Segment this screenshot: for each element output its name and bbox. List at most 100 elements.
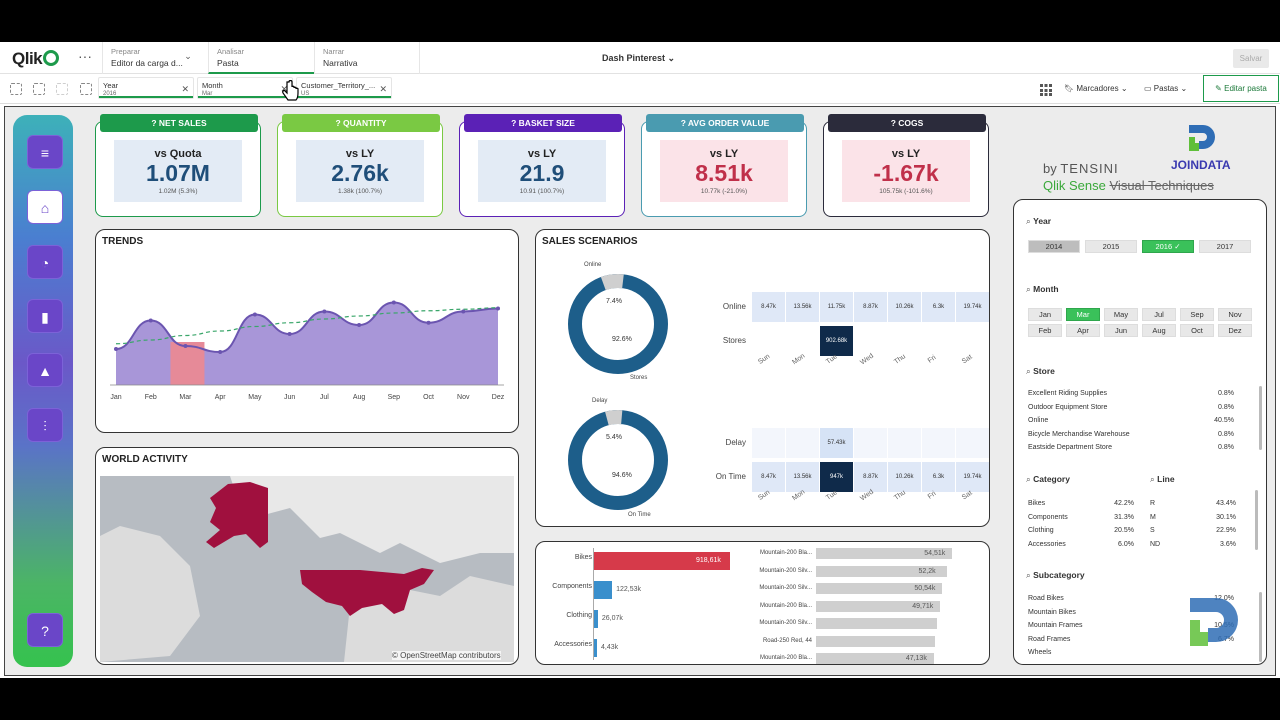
trend-point[interactable] — [114, 347, 118, 351]
heat-cell[interactable] — [922, 428, 955, 458]
edit-sheet-button[interactable]: ✎ Editar pasta — [1203, 75, 1279, 102]
kpi-card[interactable]: ? AVG ORDER VALUE vs LY 8.51k 10.77k (-21.0… — [641, 114, 807, 217]
product-bar[interactable] — [816, 618, 937, 629]
trend-point[interactable] — [252, 312, 257, 317]
selection-chip-year[interactable]: Year 2016 ✕ — [98, 77, 194, 99]
heat-cell[interactable] — [956, 326, 989, 356]
trend-point[interactable] — [496, 306, 500, 311]
store-option[interactable]: Eastside Department Store 0.8% — [1028, 442, 1234, 453]
month-option[interactable]: Apr — [1066, 324, 1100, 337]
store-scrollbar[interactable] — [1259, 386, 1262, 450]
store-option[interactable]: Online 40.5% — [1028, 415, 1234, 426]
nav-narrate[interactable]: Narrar Narrativa — [314, 42, 420, 74]
heat-cell[interactable]: 13.56k — [786, 292, 819, 322]
month-option[interactable]: May — [1104, 308, 1138, 321]
more-menu-icon[interactable]: ··· — [78, 48, 92, 64]
category-option[interactable]: Components 31.3% — [1028, 512, 1134, 523]
chevron-down-icon[interactable]: ⌄ — [184, 51, 192, 61]
kpi-card[interactable]: ? COGS vs LY -1.67k 105.75k (-101.6%) — [823, 114, 989, 217]
heat-cell[interactable]: 11.75k — [820, 292, 853, 322]
selection-chip-month[interactable]: Month Mar ✕ — [197, 77, 293, 99]
donut-online-stores[interactable] — [566, 272, 670, 376]
step-forward-icon[interactable] — [56, 83, 68, 95]
trends-chart[interactable]: Jan Feb Mar Apr May Jun Jul Aug Sep Oct Nov Dez — [96, 230, 520, 434]
line-scrollbar[interactable] — [1255, 490, 1258, 550]
step-back-icon[interactable] — [33, 83, 45, 95]
heat-cell[interactable] — [888, 326, 921, 356]
heat-cell[interactable]: 6.3k — [922, 462, 955, 492]
line-option[interactable]: S 22.9% — [1150, 525, 1236, 536]
app-title[interactable]: Dash Pinterest ⌄ — [602, 53, 676, 63]
product-bar[interactable] — [816, 653, 934, 664]
heat-cell[interactable]: 8.87k — [854, 462, 887, 492]
qlik-logo[interactable]: Qlik — [12, 49, 60, 69]
trend-point[interactable] — [461, 309, 466, 314]
category-bar[interactable] — [594, 552, 730, 570]
month-option[interactable]: Mar — [1066, 308, 1100, 321]
nav-prepare[interactable]: Preparar Editor da carga d... — [102, 42, 208, 74]
trend-point[interactable] — [357, 323, 362, 327]
month-option[interactable]: Sep — [1180, 308, 1214, 321]
world-map[interactable] — [100, 476, 514, 662]
category-option[interactable]: Bikes 42.2% — [1028, 498, 1134, 509]
category-bar[interactable] — [594, 581, 613, 599]
home-icon[interactable]: ⌂ — [27, 190, 63, 224]
year-option[interactable]: 2017 — [1199, 240, 1251, 253]
category-option[interactable]: Accessories 6.0% — [1028, 539, 1134, 550]
year-option[interactable]: 2014 — [1028, 240, 1080, 253]
sliders-icon[interactable]: ⫶ — [27, 408, 63, 442]
heat-cell[interactable]: 57.43k — [820, 428, 853, 458]
product-bar[interactable] — [816, 548, 953, 559]
trend-point[interactable] — [287, 332, 292, 336]
year-option[interactable]: 2016 ✓ — [1142, 240, 1194, 253]
menu-icon[interactable]: ≡ — [27, 135, 63, 169]
trend-point[interactable] — [183, 344, 188, 348]
trend-point[interactable] — [426, 320, 431, 325]
month-option[interactable]: Oct — [1180, 324, 1214, 337]
month-option[interactable]: Dez — [1218, 324, 1252, 337]
heat-cell[interactable]: 947k — [820, 462, 853, 492]
heat-cell[interactable] — [786, 428, 819, 458]
heat-cell[interactable]: 902.68k — [820, 326, 853, 356]
subcategory-option[interactable]: Road Bikes 12.0% — [1028, 593, 1234, 604]
clear-selections-icon[interactable] — [80, 83, 92, 95]
heat-cell[interactable]: 13.56k — [786, 462, 819, 492]
heat-cell[interactable] — [922, 326, 955, 356]
bookmarks-button[interactable]: 🔖︎ Marcadores ⌄ — [1064, 84, 1128, 93]
subcategory-option[interactable]: Mountain Bikes — [1028, 607, 1234, 618]
month-option[interactable]: Nov — [1218, 308, 1252, 321]
heat-cell[interactable]: 8.47k — [752, 462, 785, 492]
trend-area[interactable] — [116, 302, 498, 386]
product-bar[interactable] — [816, 583, 943, 594]
selection-chip-territory[interactable]: Customer_Territory_... US ✕ — [296, 77, 392, 99]
trend-point[interactable] — [391, 300, 396, 305]
region-usa[interactable] — [300, 568, 434, 616]
product-bar[interactable] — [816, 600, 941, 612]
heat-cell[interactable]: 19.74k — [956, 462, 989, 492]
year-option[interactable]: 2015 — [1085, 240, 1137, 253]
trend-point[interactable] — [322, 309, 327, 314]
sheets-button[interactable]: ▭ Pastas ⌄ — [1144, 84, 1188, 93]
map-credit[interactable]: © OpenStreetMap contributors — [392, 651, 501, 660]
store-option[interactable]: Outdoor Equipment Store 0.8% — [1028, 402, 1234, 413]
grid-view-icon[interactable] — [1040, 83, 1052, 96]
heat-cell[interactable] — [786, 326, 819, 356]
category-option[interactable]: Clothing 20.5% — [1028, 525, 1134, 536]
product-bar[interactable] — [816, 565, 947, 577]
category-bar[interactable] — [594, 610, 598, 628]
warning-icon[interactable]: ▲ — [27, 353, 63, 387]
kpi-card[interactable]: ? QUANTITY vs LY 2.76k 1.38k (100.7%) — [277, 114, 443, 217]
bar-chart-icon[interactable]: ▮ — [27, 299, 63, 333]
month-option[interactable]: Jun — [1104, 324, 1138, 337]
close-icon[interactable]: ✕ — [379, 84, 387, 94]
heat-cell[interactable] — [888, 428, 921, 458]
gauge-icon[interactable]: ◔ — [27, 245, 63, 279]
line-option[interactable]: M 30.1% — [1150, 512, 1236, 523]
close-icon[interactable]: ✕ — [280, 84, 288, 94]
heat-cell[interactable]: 6.3k — [922, 292, 955, 322]
subcategory-scrollbar[interactable] — [1259, 592, 1262, 662]
trend-highlight-bar[interactable] — [170, 342, 205, 385]
heat-cell[interactable]: 10.26k — [888, 292, 921, 322]
store-option[interactable]: Excellent Riding Supplies 0.8% — [1028, 388, 1234, 399]
month-option[interactable]: Jan — [1028, 308, 1062, 321]
